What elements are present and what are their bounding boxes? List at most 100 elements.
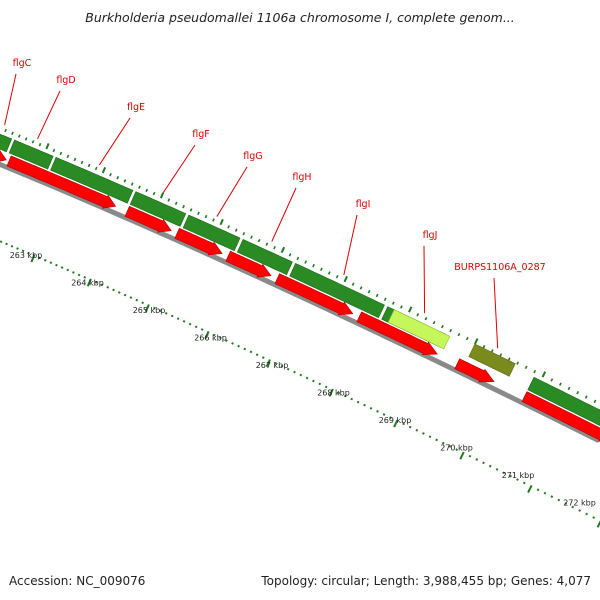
gene-label-flgF: flgF bbox=[192, 129, 209, 140]
cds-reverse-3 bbox=[174, 227, 223, 256]
scale-tick bbox=[158, 309, 162, 312]
scale-label: 268 kbp bbox=[317, 389, 350, 398]
outer-tick bbox=[242, 231, 246, 236]
outer-tick bbox=[375, 293, 379, 298]
scale-tick bbox=[509, 474, 512, 478]
scale-tick bbox=[393, 419, 399, 428]
scale-tick bbox=[482, 461, 485, 465]
outer-tick bbox=[559, 382, 562, 386]
scale-tick bbox=[448, 445, 452, 448]
outer-tick bbox=[288, 253, 292, 257]
cds-forward-4 bbox=[182, 214, 241, 252]
scale-tick bbox=[564, 502, 568, 505]
scale-tick bbox=[225, 339, 228, 342]
gene-label-flgE: flgE bbox=[127, 102, 145, 113]
outer-tick bbox=[457, 332, 461, 337]
outer-tick bbox=[351, 282, 355, 286]
outer-tick bbox=[507, 357, 511, 361]
outer-tick bbox=[408, 306, 413, 313]
outer-tick bbox=[465, 336, 469, 341]
scale-tick bbox=[502, 471, 506, 475]
outer-tick bbox=[383, 297, 387, 302]
scale-tick bbox=[324, 385, 328, 389]
cds-reverse-0 bbox=[0, 150, 7, 162]
footer: Accession: NC_009076 Topology: circular;… bbox=[0, 574, 600, 592]
scale-tick bbox=[261, 356, 265, 359]
scale-tick bbox=[350, 397, 354, 401]
outer-tick bbox=[533, 369, 537, 374]
outer-tick bbox=[343, 275, 348, 283]
label-leader-flgF bbox=[162, 144, 196, 193]
scale-tick bbox=[204, 330, 210, 340]
scale-tick bbox=[27, 251, 30, 255]
outer-tick bbox=[499, 353, 503, 357]
outer-tick bbox=[189, 208, 193, 212]
scale-tick bbox=[231, 342, 234, 345]
scale-tick bbox=[112, 288, 115, 292]
cds-forward-6 bbox=[289, 263, 385, 319]
scale-label: 264 kbp bbox=[71, 279, 104, 288]
outer-tick bbox=[123, 179, 127, 183]
scale-tick bbox=[376, 410, 379, 413]
label-leader-flgC bbox=[4, 73, 17, 126]
outer-tick bbox=[167, 198, 171, 202]
outer-tick bbox=[584, 395, 588, 399]
scale-label: 263 kbp bbox=[10, 251, 43, 260]
outer-tick bbox=[320, 267, 323, 272]
outer-tick bbox=[182, 204, 185, 209]
scale-tick bbox=[117, 291, 121, 294]
scale-tick bbox=[328, 388, 334, 397]
outer-tick bbox=[59, 151, 63, 156]
scale-tick bbox=[219, 336, 222, 340]
scale-tick bbox=[170, 314, 174, 318]
outer-tick bbox=[31, 140, 35, 144]
scale-tick bbox=[200, 328, 204, 331]
scale-label: 269 kbp bbox=[379, 416, 412, 425]
cds-forward-2 bbox=[50, 156, 134, 204]
scale-tick bbox=[596, 520, 600, 528]
outer-tick bbox=[367, 289, 371, 294]
cds-forward-5 bbox=[236, 239, 293, 276]
scale-tick bbox=[106, 286, 110, 289]
outer-tick bbox=[17, 134, 21, 138]
scale-tick bbox=[100, 283, 104, 287]
scale-tick bbox=[164, 311, 168, 315]
scale-tick bbox=[135, 298, 139, 302]
gene-label-flgH: flgH bbox=[292, 172, 311, 183]
cds-reverse-8 bbox=[521, 391, 600, 442]
scale-tick bbox=[475, 458, 479, 461]
label-leader-flgD bbox=[37, 90, 61, 139]
scale-tick bbox=[455, 448, 458, 451]
scale-tick bbox=[585, 512, 588, 516]
scale-tick bbox=[516, 478, 519, 481]
scale-tick bbox=[408, 425, 412, 429]
gene-label-flgD: flgD bbox=[56, 75, 75, 86]
scale-tick bbox=[488, 464, 492, 468]
scale-tick bbox=[286, 367, 290, 371]
cds-reverse-2 bbox=[124, 205, 172, 233]
outer-tick bbox=[212, 218, 215, 222]
outer-tick bbox=[567, 386, 571, 391]
accession-text: Accession: NC_009076 bbox=[9, 574, 146, 588]
gene-label-flgG: flgG bbox=[243, 151, 262, 162]
scale-tick bbox=[55, 263, 58, 267]
scale-tick bbox=[356, 400, 360, 404]
gene-label-BURPS1106A_0287: BURPS1106A_0287 bbox=[454, 262, 545, 273]
label-leader-flgE bbox=[99, 117, 131, 166]
outer-tick bbox=[250, 235, 253, 239]
scale-tick bbox=[21, 249, 25, 253]
scale-tick bbox=[274, 362, 278, 365]
outer-tick bbox=[52, 148, 56, 153]
label-leader-flgI bbox=[343, 214, 358, 275]
outer-tick bbox=[304, 260, 308, 264]
backbone-layer bbox=[0, 161, 600, 443]
scale-tick bbox=[123, 293, 127, 297]
scale-tick bbox=[363, 403, 366, 407]
scale-tick bbox=[557, 498, 561, 502]
forward-strand-layer bbox=[0, 133, 600, 427]
scale-tick bbox=[66, 268, 70, 272]
outer-tick bbox=[312, 263, 315, 268]
outer-tick bbox=[576, 391, 580, 395]
outer-tick bbox=[4, 128, 7, 133]
